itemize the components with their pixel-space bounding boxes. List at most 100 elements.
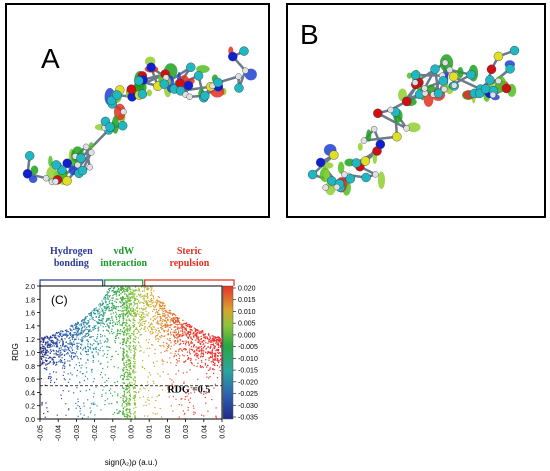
- y-tick-label: 0.2: [25, 404, 35, 411]
- colorbar-tick-label: -0.005: [238, 344, 258, 351]
- y-tick-label: 0.0: [25, 417, 35, 424]
- colorbar-tick-label: 0.005: [238, 321, 256, 328]
- atom: [345, 174, 356, 184]
- atom: [495, 77, 502, 85]
- atom: [451, 82, 458, 89]
- atom: [76, 153, 86, 163]
- atom: [351, 158, 362, 168]
- atom: [433, 88, 444, 99]
- atom: [134, 76, 144, 86]
- atom: [480, 84, 491, 94]
- x-tick-label: 0.02: [165, 425, 172, 439]
- nci-isosurface: [113, 103, 126, 121]
- y-tick-label: 2.0: [25, 284, 35, 291]
- y-axis: 0.0 0.2 0.4 0.6 0.8 1.0 1.2 1.4 1.6 1.8 2.0: [25, 284, 40, 424]
- atom: [485, 75, 495, 85]
- atom: [120, 108, 127, 115]
- y-tick-label: 1.6: [25, 311, 35, 318]
- nci-isosurface: [30, 165, 39, 175]
- atom: [105, 122, 115, 132]
- colorbar-tick-label: -0.035: [238, 415, 258, 422]
- nci-isosurface: [88, 142, 94, 149]
- atom: [307, 169, 318, 180]
- atom: [88, 149, 95, 156]
- atom: [438, 76, 448, 86]
- atom: [441, 59, 449, 66]
- colorbar-tick-label: 0.010: [238, 309, 256, 316]
- atom: [25, 151, 35, 161]
- atom: [493, 51, 504, 62]
- nci-isosurface: [377, 171, 386, 190]
- atom: [370, 125, 378, 133]
- y-tick-label: 1.8: [25, 297, 35, 304]
- atom: [112, 90, 122, 100]
- bond: [377, 112, 408, 130]
- panel-b-label: B: [300, 19, 319, 50]
- colorbar: [222, 285, 234, 420]
- atom: [146, 62, 156, 73]
- atom: [77, 165, 88, 176]
- y-tick-label: 0.6: [25, 377, 35, 384]
- atom: [228, 51, 238, 62]
- atom: [501, 83, 512, 94]
- x-tick-label: -0.04: [56, 425, 63, 441]
- atom: [235, 73, 242, 80]
- y-tick-label: 0.4: [25, 390, 35, 397]
- region-label: interaction: [100, 258, 147, 269]
- x-tick-label: 0.01: [147, 425, 154, 439]
- x-tick-label: -0.01: [110, 425, 117, 441]
- panel-a-label: A: [41, 43, 60, 74]
- region-bracket: [104, 279, 144, 286]
- atom: [392, 132, 402, 142]
- atom: [372, 171, 379, 178]
- atom: [505, 64, 515, 74]
- atom: [375, 139, 386, 150]
- atom: [430, 64, 440, 74]
- region-label: repulsion: [169, 258, 209, 269]
- atom: [446, 66, 453, 74]
- atom: [242, 67, 249, 74]
- atom: [213, 77, 223, 88]
- atom: [200, 91, 210, 101]
- atom: [361, 172, 371, 183]
- atom: [360, 137, 368, 144]
- atom: [421, 85, 428, 92]
- atom: [387, 106, 394, 114]
- x-tick-label: -0.03: [74, 425, 81, 441]
- atom: [509, 45, 520, 56]
- atom: [42, 175, 50, 182]
- colorbar-tick-label: -0.015: [238, 368, 258, 375]
- threshold-label: RDG =0.5: [167, 384, 210, 395]
- region-label: Steric: [177, 246, 203, 257]
- x-axis-label: sign(λ₂)ρ (a.u.): [105, 458, 158, 467]
- atom: [333, 183, 341, 191]
- atom: [137, 89, 148, 99]
- x-tick-label: 0.04: [201, 425, 208, 439]
- colorbar-ticks: 0.020 0.015 0.010 0.005 0.000 -0.005 -0.010 -0.…: [233, 286, 258, 422]
- region-label: Hydrogen: [50, 246, 93, 257]
- atom: [410, 70, 421, 80]
- atom: [402, 96, 412, 107]
- bond: [80, 129, 110, 160]
- atom: [341, 171, 348, 178]
- atom: [360, 156, 371, 166]
- atom: [234, 83, 244, 93]
- y-tick-label: 1.0: [25, 351, 35, 358]
- y-tick-label: 0.8: [25, 364, 35, 371]
- y-tick-label: 1.2: [25, 337, 35, 344]
- region-label: bonding: [54, 258, 89, 269]
- atom: [466, 70, 476, 80]
- colorbar-tick-label: -0.025: [238, 391, 258, 398]
- atom: [183, 80, 194, 91]
- nci-isosurface: [357, 142, 363, 151]
- atom: [51, 160, 61, 170]
- atom: [403, 125, 410, 132]
- nci-isosurface: [406, 72, 413, 79]
- x-tick-label: 0.05: [220, 425, 227, 439]
- y-axis-label: RDG: [11, 343, 20, 361]
- atom: [74, 161, 81, 169]
- x-tick-label: -0.05: [38, 425, 45, 441]
- region-bracket: [39, 279, 104, 286]
- nci-isosurface: [337, 161, 345, 174]
